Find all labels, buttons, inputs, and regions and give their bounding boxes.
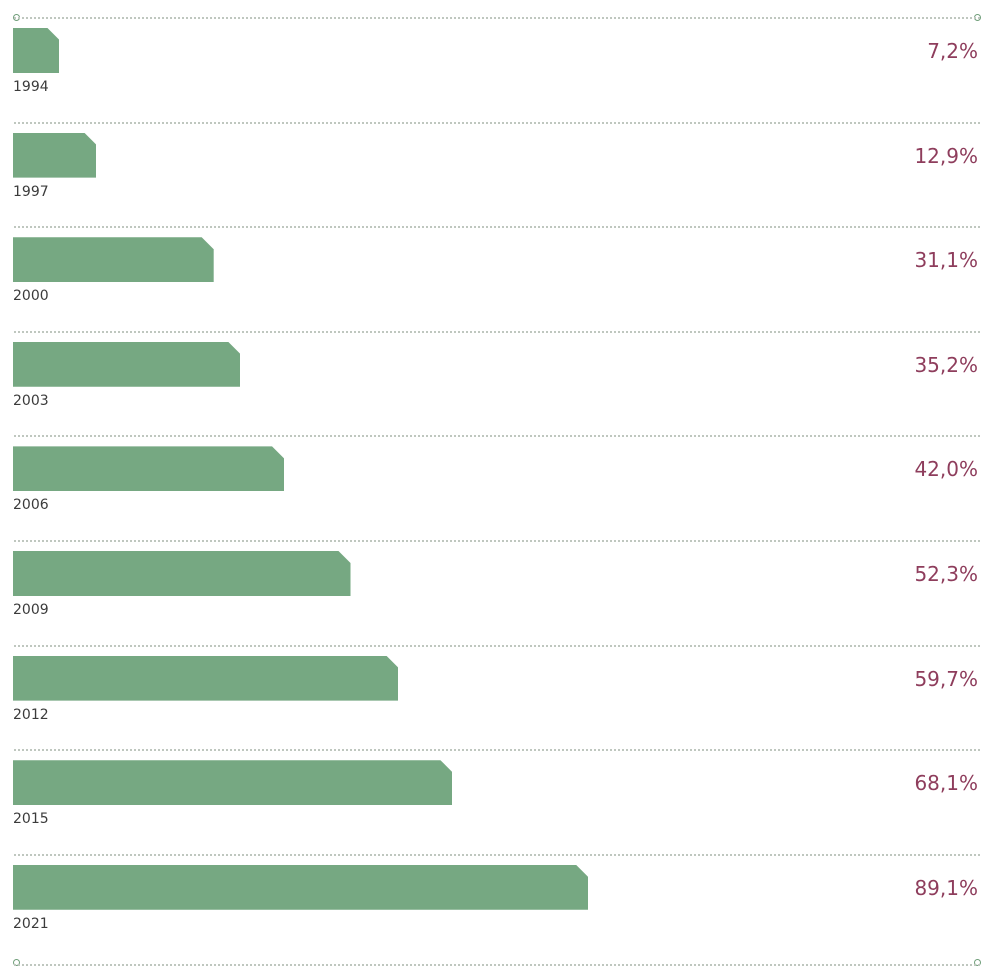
value-label: 7,2% xyxy=(927,39,978,63)
bar-2021 xyxy=(13,865,588,910)
year-label: 2021 xyxy=(13,915,49,932)
row-separator xyxy=(14,226,980,229)
year-label: 2003 xyxy=(13,392,49,409)
value-label: 89,1% xyxy=(914,875,978,900)
value-label: 68,1% xyxy=(914,771,978,796)
year-label: 1994 xyxy=(13,79,49,95)
bar-1994 xyxy=(13,28,59,73)
bar-2012 xyxy=(13,656,398,701)
bar-2000 xyxy=(13,237,214,282)
row-separator xyxy=(14,17,980,19)
row-separator xyxy=(14,853,980,856)
value-label: 31,1% xyxy=(914,248,978,273)
bar-1997 xyxy=(13,133,96,178)
year-label: 2000 xyxy=(13,288,49,305)
row-separator xyxy=(14,644,980,647)
row-separator xyxy=(14,330,980,333)
year-label: 2012 xyxy=(13,706,49,723)
row-separator xyxy=(14,435,980,438)
year-label: 2015 xyxy=(13,811,49,828)
year-label: 2009 xyxy=(13,602,49,618)
value-label: 42,0% xyxy=(914,457,978,482)
row-separator xyxy=(14,540,980,542)
value-label: 12,9% xyxy=(914,143,978,168)
bar-2006 xyxy=(13,446,284,491)
bar-2003 xyxy=(13,342,240,387)
bar-2015 xyxy=(13,760,452,805)
year-label: 1997 xyxy=(13,183,49,200)
row-separator xyxy=(14,749,980,752)
year-label: 2006 xyxy=(13,497,49,514)
value-label: 59,7% xyxy=(914,666,978,691)
value-label: 52,3% xyxy=(914,562,978,586)
row-separator xyxy=(14,121,980,124)
value-label: 35,2% xyxy=(914,352,978,377)
bar-2009 xyxy=(13,551,351,596)
